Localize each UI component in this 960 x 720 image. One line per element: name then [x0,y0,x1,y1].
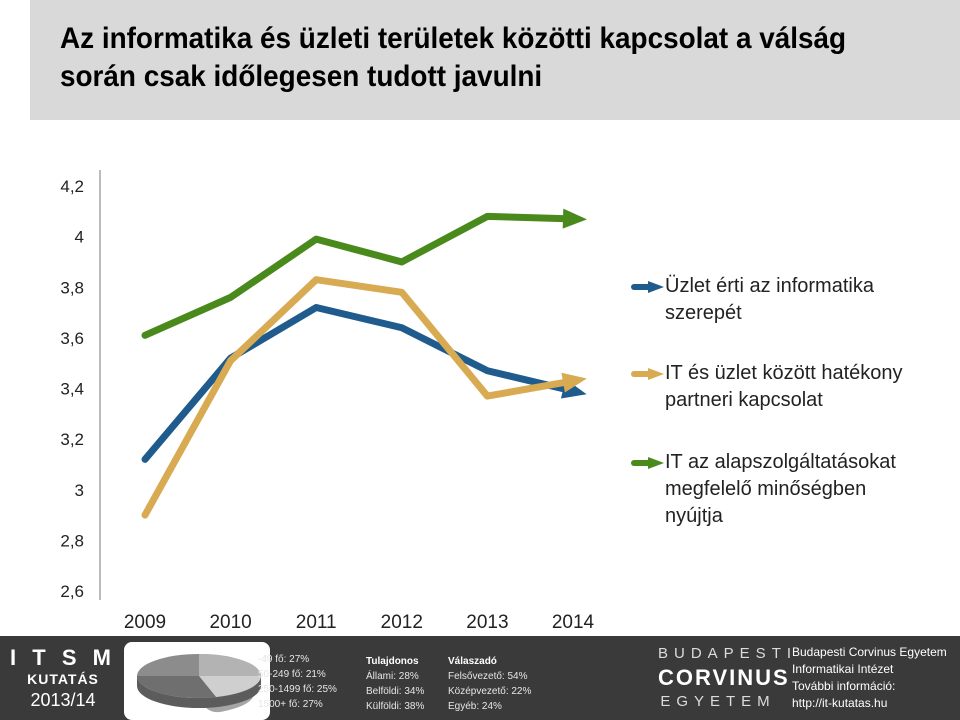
series-arrowhead [562,208,587,229]
institute-info: Budapesti Corvinus Egyetem Informatikai … [792,644,957,712]
x-tick-label: 2010 [209,612,251,633]
y-tick-label: 2,8 [60,531,84,550]
y-tick-label: 4,2 [60,177,84,196]
info-label: További információ: [792,679,896,693]
legend-label: Üzlet érti az informatika szerepét [665,275,875,324]
owner-stat: Állami: 28% [366,671,419,682]
series-line [141,212,567,339]
series-lines [141,208,587,519]
respondent-header: Válaszadó [448,656,497,667]
y-tick-label: 3,2 [60,430,84,449]
series-line [141,276,567,519]
legend: Üzlet érti az informatika szerepét IT és ü… [631,275,903,527]
x-tick-label: 2011 [296,612,337,633]
itsm-logo-block: I T S M KUTATÁS 2013/14 [8,647,118,711]
pie-slice [137,676,216,698]
size-stats: -49 fő: 27% 50-249 fő: 21% 250-1499 fő: … [258,652,337,712]
itsm-year: 2013/14 [30,690,96,710]
legend-marker-arrow [648,457,664,469]
owner-stat: Külföldi: 38% [366,701,425,712]
institute-name: Budapesti Corvinus Egyetem [792,645,947,659]
info-url: http://it-kutatas.hu [792,696,888,710]
size-stat: -49 fő: 27% [258,654,310,665]
y-tick-label: 2,6 [60,582,84,601]
respondent-stat: Középvezető: 22% [448,686,532,697]
series-line [141,304,567,463]
title-band [30,0,960,120]
page-title: Az informatika és üzleti területek közöt… [60,22,847,93]
corvinus-logo-top: BUDAPESTI [658,645,798,662]
corvinus-logo-mid: CORVINUS [658,665,790,690]
legend-marker-arrow [648,281,664,293]
size-stat: 250-1499 fő: 25% [258,684,337,695]
pie-side [137,676,261,708]
respondent-stats: Válaszadó Felsővezető: 54% Középvezető: … [448,654,531,714]
sample-pie-panel [124,642,270,720]
x-tick-label: 2014 [552,612,595,633]
y-ticks: 4,2 4 3,8 3,6 3,4 3,2 3 2,8 2,6 [60,177,84,601]
owner-stat: Belföldi: 34% [366,686,425,697]
y-tick-label: 3,8 [60,278,84,297]
owner-header: Tulajdonos [366,656,419,667]
corvinus-logo-bottom: EGYETEM [660,693,776,710]
respondent-stat: Egyéb: 24% [448,701,502,712]
y-tick-label: 3 [75,481,84,500]
institute-department: Informatikai Intézet [792,662,894,676]
y-tick-label: 3,6 [60,329,84,348]
owner-stats: Tulajdonos Állami: 28% Belföldi: 34% Kül… [366,654,424,714]
sample-pie [137,654,261,713]
series-arrowhead [561,372,587,393]
line-chart: 4,2 4 3,8 3,6 3,4 3,2 3 2,8 2,6 2009 2010 2011 2012… [60,170,903,633]
itsm-logo: I T S M [10,645,116,670]
x-tick-label: 2009 [124,612,166,633]
y-tick-label: 3,4 [60,380,84,399]
size-stat: 50-249 fő: 21% [258,669,326,680]
y-tick-label: 4 [75,228,84,247]
x-tick-label: 2012 [381,612,423,633]
footer-band: I T S M KUTATÁS 2013/14 -49 fő: 27% 50-2… [0,636,960,720]
legend-marker-arrow [648,368,664,380]
pie-slice [199,654,261,676]
legend-label: IT az alapszolgáltatásokat megfelelő minő… [665,451,896,527]
pie-slice [199,676,261,697]
respondent-stat: Felsővezető: 54% [448,671,528,682]
itsm-subtitle: KUTATÁS [27,671,99,687]
x-ticks: 2009 2010 2011 2012 2013 2014 [124,612,595,633]
x-tick-label: 2013 [466,612,508,633]
legend-label: IT és üzlet között hatékony partneri kapc… [665,362,903,411]
size-stat: 1500+ fő: 27% [258,699,323,710]
corvinus-logo: BUDAPESTI CORVINUS EGYETEM [658,644,798,712]
